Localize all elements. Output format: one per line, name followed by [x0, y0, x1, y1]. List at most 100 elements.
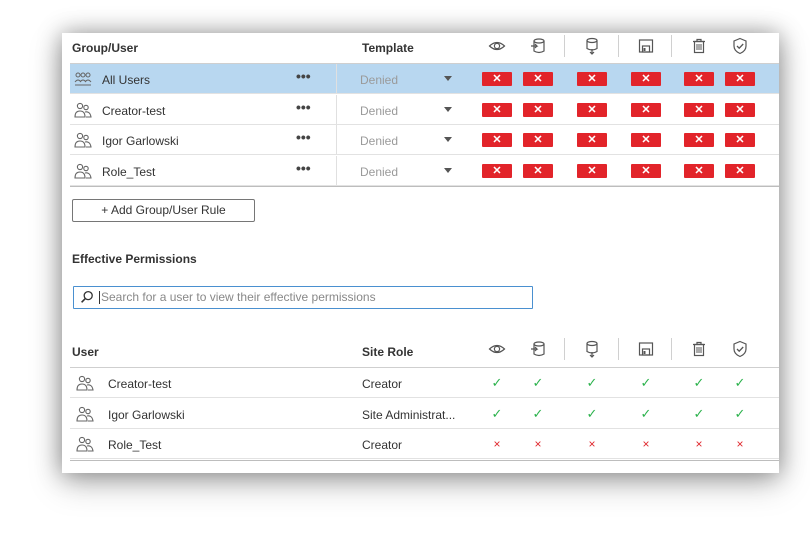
row-divider — [70, 184, 779, 186]
row-divider — [70, 123, 779, 125]
user-search-field[interactable] — [73, 286, 533, 309]
eye-icon — [488, 340, 506, 358]
effective-row: Role_Test Creator × × × × × × — [70, 429, 779, 459]
chevron-down-icon[interactable] — [444, 106, 452, 112]
allowed-check-icon: ✓ — [491, 405, 503, 421]
column-separator — [564, 35, 565, 57]
permissions-panel: Group/User Template All Users ••• Denied ✕ ✕… — [62, 33, 779, 473]
delete-icon — [690, 37, 708, 55]
deny-permission-toggle[interactable]: ✕ — [725, 133, 755, 147]
allowed-check-icon: ✓ — [734, 405, 746, 421]
chevron-down-icon[interactable] — [444, 167, 452, 173]
deny-permission-toggle[interactable]: ✕ — [577, 163, 607, 178]
deny-permission-toggle[interactable]: ✕ — [725, 102, 755, 117]
column-separator — [618, 338, 619, 360]
deny-permission-toggle[interactable]: ✕ — [482, 163, 512, 178]
allowed-check-icon: ✓ — [640, 405, 652, 421]
more-actions-button[interactable]: ••• — [296, 68, 311, 84]
denied-x-icon: × — [588, 437, 596, 451]
col-site-role-header: Site Role — [362, 345, 414, 359]
template-dropdown[interactable] — [336, 125, 463, 155]
deny-permission-toggle[interactable]: ✕ — [725, 72, 755, 86]
column-separator — [618, 35, 619, 57]
allowed-check-icon: ✓ — [586, 375, 598, 390]
template-value: Denied — [360, 103, 399, 118]
site-role: Site Administrat... — [362, 407, 456, 422]
search-icon — [80, 290, 94, 304]
deny-permission-toggle[interactable]: ✕ — [684, 133, 714, 147]
rule-name: Role_Test — [102, 164, 156, 179]
deny-permission-toggle[interactable]: ✕ — [523, 72, 553, 86]
rule-row[interactable]: Igor Garlowski ••• Denied ✕ ✕ ✕ ✕ ✕ ✕ — [70, 125, 779, 155]
more-actions-button[interactable]: ••• — [296, 129, 311, 145]
deny-permission-toggle[interactable]: ✕ — [523, 133, 553, 147]
users-icon — [76, 375, 94, 391]
deny-permission-toggle[interactable]: ✕ — [725, 163, 755, 178]
deny-permission-toggle[interactable]: ✕ — [577, 102, 607, 117]
template-value: Denied — [360, 73, 399, 87]
users-icon — [76, 436, 94, 452]
template-value: Denied — [360, 164, 399, 179]
users-icon — [76, 406, 94, 422]
eye-icon — [488, 37, 506, 55]
rules-table-bottom — [70, 186, 779, 187]
denied-x-icon: × — [642, 437, 650, 451]
deny-permission-toggle[interactable]: ✕ — [523, 102, 553, 117]
deny-permission-toggle[interactable]: ✕ — [577, 133, 607, 147]
row-divider — [70, 427, 779, 429]
chevron-down-icon[interactable] — [444, 137, 452, 142]
row-divider — [70, 397, 779, 398]
more-actions-button[interactable]: ••• — [296, 159, 311, 176]
search-input[interactable] — [101, 288, 521, 306]
deny-permission-toggle[interactable]: ✕ — [684, 72, 714, 86]
allowed-check-icon: ✓ — [693, 375, 705, 390]
column-separator — [671, 35, 672, 57]
allowed-check-icon: ✓ — [532, 405, 544, 421]
site-role: Creator — [362, 438, 403, 452]
deny-permission-toggle[interactable]: ✕ — [577, 72, 607, 86]
add-group-user-rule-button[interactable]: + Add Group/User Rule — [72, 199, 255, 222]
row-divider — [70, 458, 779, 459]
deny-permission-toggle[interactable]: ✕ — [482, 133, 512, 147]
effective-table-bottom — [70, 460, 779, 461]
download-datasource-icon — [583, 37, 601, 55]
col-template-header: Template — [362, 41, 414, 55]
effective-row: Igor Garlowski Site Administrat... ✓ ✓ ✓ ✓ ✓ ✓ — [70, 399, 779, 429]
user-name: Igor Garlowski — [108, 407, 185, 422]
deny-permission-toggle[interactable]: ✕ — [631, 133, 661, 147]
row-divider — [70, 154, 779, 155]
deny-permission-toggle[interactable]: ✕ — [631, 102, 661, 117]
rule-row[interactable]: All Users ••• Denied ✕ ✕ ✕ ✕ ✕ ✕ — [70, 64, 779, 94]
more-actions-button[interactable]: ••• — [296, 98, 311, 115]
denied-x-icon: × — [534, 437, 542, 451]
save-icon — [637, 340, 655, 358]
column-separator — [671, 338, 672, 360]
chevron-down-icon[interactable] — [444, 76, 452, 81]
deny-permission-toggle[interactable]: ✕ — [482, 102, 512, 117]
group-icon — [74, 71, 92, 87]
deny-permission-toggle[interactable]: ✕ — [684, 163, 714, 178]
rule-name: Creator-test — [102, 103, 166, 118]
rule-row[interactable]: Creator-test ••• Denied ✕ ✕ ✕ ✕ ✕ ✕ — [70, 94, 779, 125]
deny-permission-toggle[interactable]: ✕ — [523, 163, 553, 178]
site-role: Creator — [362, 377, 403, 391]
rules-header-divider — [70, 63, 779, 64]
delete-icon — [690, 340, 708, 358]
effective-header-divider — [70, 367, 779, 368]
deny-permission-toggle[interactable]: ✕ — [482, 72, 512, 86]
effective-permissions-title: Effective Permissions — [72, 252, 197, 266]
template-dropdown[interactable] — [336, 64, 463, 94]
denied-x-icon: × — [736, 437, 744, 451]
deny-permission-toggle[interactable]: ✕ — [631, 72, 661, 86]
allowed-check-icon: ✓ — [734, 375, 746, 390]
rule-row[interactable]: Role_Test ••• Denied ✕ ✕ ✕ ✕ ✕ ✕ — [70, 155, 779, 186]
template-dropdown[interactable] — [336, 155, 463, 186]
deny-permission-toggle[interactable]: ✕ — [684, 102, 714, 117]
allowed-check-icon: ✓ — [532, 375, 544, 390]
deny-permission-toggle[interactable]: ✕ — [631, 163, 661, 178]
users-icon — [74, 163, 92, 179]
effective-row: Creator-test Creator ✓ ✓ ✓ ✓ ✓ ✓ — [70, 368, 779, 398]
rule-name: Igor Garlowski — [102, 134, 179, 148]
download-datasource-icon — [583, 340, 601, 358]
template-dropdown[interactable] — [336, 94, 463, 125]
